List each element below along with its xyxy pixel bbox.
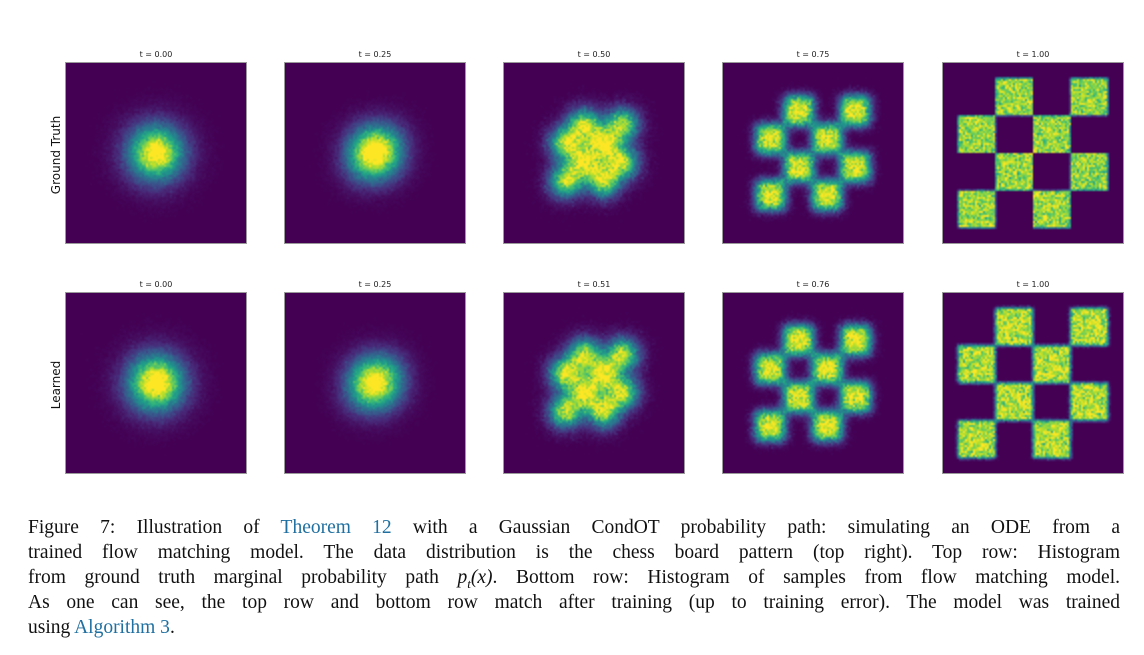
histogram-panel xyxy=(942,62,1124,244)
caption-text: . Bottom row: Histogram of samples from … xyxy=(492,567,1120,588)
caption-text: As one can see, the top row and bottom r… xyxy=(28,592,1120,613)
panel-title: t = 0.25 xyxy=(358,280,392,289)
histogram-panel xyxy=(284,292,466,474)
caption-line-4: As one can see, the top row and bottom r… xyxy=(28,590,1120,615)
math-sub-t: t xyxy=(467,575,471,591)
histogram-image xyxy=(943,293,1123,473)
panel-title: t = 1.00 xyxy=(1016,280,1050,289)
caption-text: using xyxy=(28,617,75,638)
histogram-panel xyxy=(284,62,466,244)
histogram-image xyxy=(943,63,1123,243)
caption-line-3: from ground truth marginal probability p… xyxy=(28,565,1120,596)
histogram-image xyxy=(66,63,246,243)
histogram-panel xyxy=(503,62,685,244)
histogram-panel xyxy=(65,62,247,244)
caption-line-5: using Algorithm 3. xyxy=(28,615,1120,640)
math-p: p xyxy=(457,567,468,588)
histogram-image xyxy=(285,63,465,243)
panel-title: t = 1.00 xyxy=(1016,50,1050,59)
caption-text: trained flow matching model. The data di… xyxy=(28,542,1120,563)
panel-title: t = 0.75 xyxy=(796,50,830,59)
histogram-image xyxy=(723,293,903,473)
histogram-image xyxy=(504,293,684,473)
histogram-panel xyxy=(722,62,904,244)
histogram-panel xyxy=(942,292,1124,474)
caption-line-2: trained flow matching model. The data di… xyxy=(28,540,1120,565)
histogram-panel xyxy=(65,292,247,474)
panel-title: t = 0.51 xyxy=(577,280,611,289)
caption-text: . xyxy=(169,617,175,638)
panel-title: t = 0.00 xyxy=(139,50,173,59)
caption-line-1: Figure 7: Illustration of Theorem 12 wit… xyxy=(28,515,1120,540)
caption-text: with a Gaussian CondOT probability path:… xyxy=(391,517,1120,538)
panel-title: t = 0.25 xyxy=(358,50,392,59)
histogram-image xyxy=(285,293,465,473)
histogram-image xyxy=(723,63,903,243)
algorithm-3-link[interactable]: Algorithm 3 xyxy=(74,617,170,638)
panel-title: t = 0.50 xyxy=(577,50,611,59)
row-label-ground-truth: Ground Truth xyxy=(49,115,63,195)
panel-title: t = 0.00 xyxy=(139,280,173,289)
histogram-panel xyxy=(503,292,685,474)
theorem-12-link[interactable]: Theorem 12 xyxy=(280,517,392,538)
histogram-image xyxy=(66,293,246,473)
math-arg: (x) xyxy=(470,567,493,588)
caption-text: from ground truth marginal probability p… xyxy=(28,567,458,588)
histogram-panel xyxy=(722,292,904,474)
caption-text: Figure 7: Illustration of xyxy=(28,517,281,538)
row-label-learned: Learned xyxy=(49,360,63,410)
panel-title: t = 0.76 xyxy=(796,280,830,289)
histogram-image xyxy=(504,63,684,243)
